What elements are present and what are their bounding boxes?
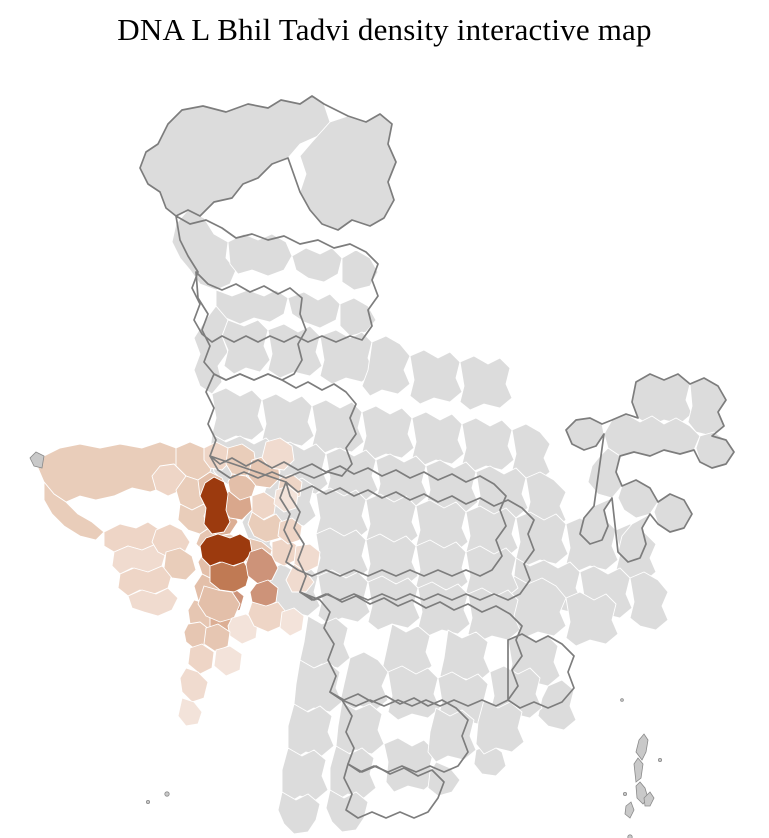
district-pune[interactable] — [214, 646, 242, 676]
page-title: DNA L Bhil Tadvi density interactive map — [117, 12, 652, 47]
district-raigad[interactable] — [188, 644, 214, 674]
district-kachchh-west-tip[interactable] — [44, 482, 104, 540]
district-nandurbar[interactable] — [200, 534, 252, 566]
district-jalna[interactable] — [280, 608, 304, 636]
district-sindhudurg[interactable] — [178, 698, 202, 726]
district-thane[interactable] — [204, 624, 230, 652]
district-burhanpur[interactable] — [286, 564, 314, 592]
state-boundaries-layer — [139, 95, 735, 819]
district-saurashtra-6[interactable] — [164, 548, 196, 580]
india-map-canvas[interactable] — [0, 52, 769, 838]
neutral-districts-layer — [140, 96, 734, 834]
district-dungarpur[interactable] — [228, 474, 256, 500]
district-jhabua-alirajpur[interactable] — [200, 477, 230, 534]
district-jalgaon[interactable] — [246, 548, 278, 584]
district-dhule[interactable] — [210, 562, 250, 592]
district-ratnagiri[interactable] — [180, 668, 208, 702]
shaded-districts-layer[interactable] — [38, 438, 320, 726]
india-choropleth-svg[interactable] — [0, 52, 769, 838]
islands-layer — [29, 451, 663, 838]
district-ahmednagar[interactable] — [228, 614, 258, 644]
district-saurashtra-4[interactable] — [128, 588, 178, 616]
